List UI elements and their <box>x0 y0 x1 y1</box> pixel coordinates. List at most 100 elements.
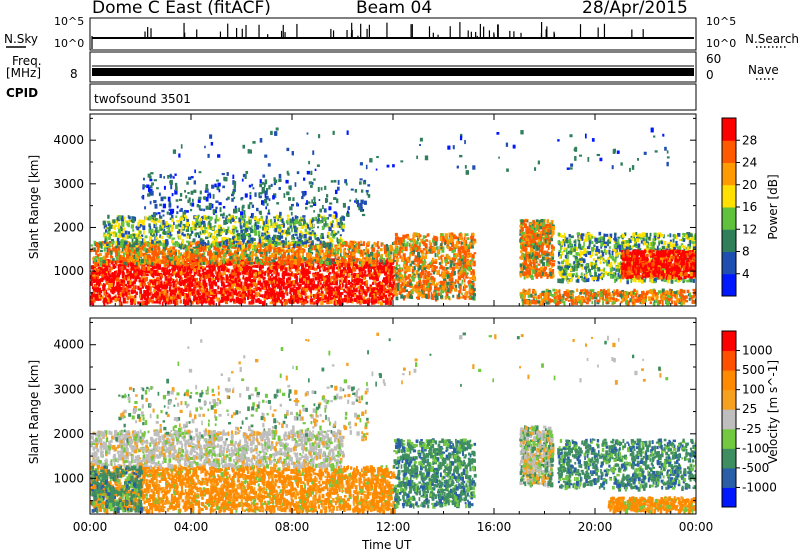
range-gate-cell <box>170 239 174 244</box>
range-gate-cell <box>117 290 120 295</box>
range-gate-cell <box>209 223 212 229</box>
range-gate-cell <box>388 287 391 291</box>
range-gate-cell <box>162 295 166 300</box>
range-gate-cell <box>286 249 290 253</box>
range-gate-cell <box>172 265 174 268</box>
range-gate-cell <box>97 287 102 291</box>
range-gate-cell <box>114 294 117 298</box>
range-gate-cell <box>325 286 329 291</box>
range-gate-cell <box>327 250 330 254</box>
range-gate-cell <box>201 230 205 234</box>
range-gate-cell <box>339 249 343 253</box>
range-gate-cell <box>234 272 238 277</box>
range-gate-cell <box>248 293 250 297</box>
range-gate-cell <box>209 227 212 231</box>
range-gate-cell <box>144 267 148 271</box>
range-gate-cell <box>330 278 333 283</box>
range-gate-cell <box>168 271 171 276</box>
range-gate-cell <box>112 276 116 281</box>
range-gate-cell <box>203 280 207 284</box>
range-gate-cell <box>189 269 193 273</box>
range-gate-cell <box>149 225 152 230</box>
range-gate-cell <box>142 266 146 271</box>
range-gate-cell <box>380 286 383 292</box>
range-gate-cell <box>231 245 234 249</box>
range-gate-cell <box>203 267 207 271</box>
range-gate-cell <box>149 248 152 252</box>
range-gate-cell <box>226 289 230 293</box>
range-gate-cell <box>260 241 264 244</box>
range-gate-cell <box>177 249 180 255</box>
range-gate-cell <box>98 261 103 267</box>
range-gate-cell <box>231 280 235 284</box>
range-gate-cell <box>100 295 104 300</box>
range-gate-cell <box>338 243 341 248</box>
range-gate-cell <box>284 237 287 241</box>
range-gate-cell <box>232 264 236 269</box>
range-gate-cell <box>254 221 257 227</box>
range-gate-cell <box>248 269 252 274</box>
range-gate-cell <box>285 229 290 235</box>
range-gate-cell <box>122 236 125 241</box>
range-gate-cell <box>188 280 191 284</box>
range-gate-cell <box>360 240 362 243</box>
range-gate-cell <box>152 283 155 287</box>
range-gate-cell <box>217 285 220 290</box>
range-gate-cell <box>235 243 238 248</box>
range-gate-cell <box>95 259 98 265</box>
range-gate-cell <box>329 241 333 245</box>
range-gate-cell <box>106 220 111 224</box>
range-gate-cell <box>355 297 358 303</box>
range-gate-cell <box>340 256 344 262</box>
range-gate-cell <box>120 259 124 263</box>
range-gate-cell <box>108 268 112 273</box>
range-gate-cell <box>215 247 218 251</box>
range-gate-cell <box>229 243 231 249</box>
range-gate-cell <box>390 265 394 271</box>
range-gate-cell <box>120 301 123 306</box>
range-gate-cell <box>306 239 309 244</box>
range-gate-cell <box>193 284 196 288</box>
range-gate-cell <box>109 259 112 263</box>
range-gate-cell <box>280 260 284 266</box>
range-gate-cell <box>139 277 143 282</box>
range-gate-cell <box>195 220 199 226</box>
range-gate-cell <box>365 256 369 262</box>
range-gate-cell <box>128 224 130 228</box>
range-gate-cell <box>357 264 360 268</box>
range-gate-cell <box>332 214 336 219</box>
range-gate-cell <box>208 232 211 235</box>
range-gate-cell <box>166 297 169 302</box>
range-gate-cell <box>218 264 222 268</box>
range-gate-cell <box>296 236 299 240</box>
range-gate-cell <box>140 263 143 268</box>
nave-label: Nave <box>748 63 779 77</box>
range-gate-cell <box>189 277 193 281</box>
range-gate-cell <box>281 272 285 278</box>
range-gate-cell <box>107 222 111 227</box>
range-gate-cell <box>353 294 358 297</box>
range-gate-cell <box>309 294 313 297</box>
range-gate-cell <box>224 229 228 233</box>
range-gate-cell <box>309 218 313 221</box>
range-gate-cell <box>246 289 250 292</box>
range-gate-cell <box>292 233 295 238</box>
range-gate-cell <box>266 230 269 233</box>
range-gate-cell <box>350 242 353 247</box>
nsky-spikes <box>91 22 644 49</box>
range-gate-cell <box>333 279 336 284</box>
range-gate-cell <box>348 250 351 254</box>
range-gate-cell <box>286 214 290 218</box>
range-gate-cell <box>298 233 302 238</box>
range-gate-cell <box>113 230 116 236</box>
range-gate-cell <box>105 270 108 274</box>
range-gate-cell <box>142 230 145 235</box>
range-gate-cell <box>381 242 384 246</box>
range-gate-cell <box>255 257 259 261</box>
range-gate-cell <box>194 215 198 219</box>
range-gate-cell <box>275 270 279 275</box>
range-gate-cell <box>311 247 314 251</box>
range-gate-cell <box>264 300 266 306</box>
range-gate-cell <box>277 265 281 269</box>
range-gate-cell <box>218 271 222 277</box>
